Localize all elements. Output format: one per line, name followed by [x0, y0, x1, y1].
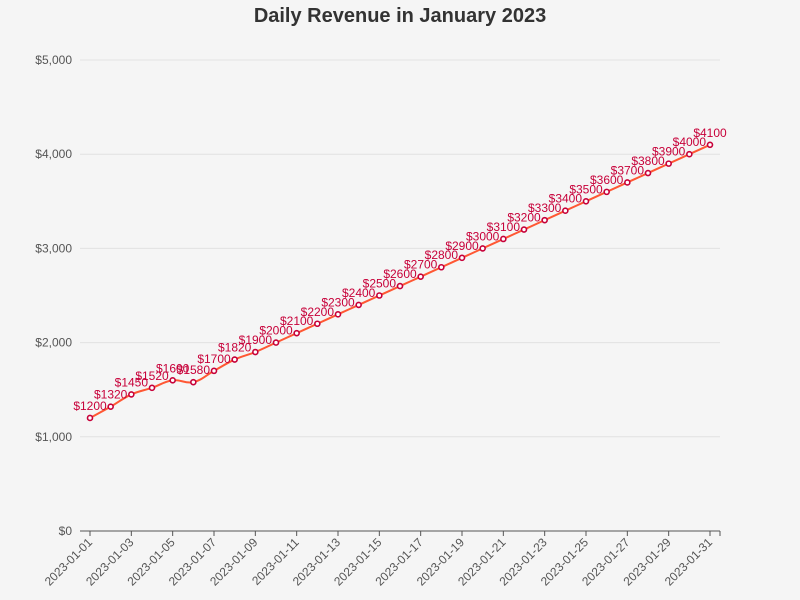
- y-tick-label: $1,000: [35, 430, 72, 444]
- series-layer: [86, 141, 714, 422]
- data-point: [541, 216, 548, 224]
- data-label: $3600: [590, 173, 624, 187]
- data-label: $2100: [280, 314, 314, 328]
- data-label: $4000: [673, 135, 707, 149]
- data-point: [624, 179, 631, 186]
- data-label: $2500: [363, 277, 397, 291]
- data-point: [293, 329, 300, 337]
- data-label: $1450: [115, 375, 149, 389]
- data-point: [644, 169, 652, 177]
- data-point: [458, 254, 466, 262]
- data-label: $3100: [487, 220, 521, 234]
- data-label: $1600: [156, 361, 190, 375]
- y-tick-label: $4,000: [35, 147, 72, 161]
- data-label: $3300: [528, 201, 562, 215]
- y-tick-label: $2,000: [35, 336, 72, 350]
- data-label: $2000: [259, 324, 293, 338]
- data-point: [603, 188, 610, 196]
- data-label: $3400: [549, 192, 583, 206]
- data-label: $2400: [342, 286, 376, 300]
- data-point: [252, 348, 259, 356]
- data-point: [582, 198, 590, 205]
- chart-title: Daily Revenue in January 2023: [254, 5, 546, 27]
- data-label: $1820: [218, 341, 252, 355]
- data-point: [500, 235, 507, 243]
- data-point: [520, 226, 528, 233]
- data-point: [148, 384, 156, 392]
- data-point: [562, 207, 569, 215]
- data-point: [86, 414, 94, 422]
- data-point: [376, 292, 383, 299]
- data-point: [314, 320, 321, 328]
- data-label: $2900: [445, 239, 479, 253]
- data-label: $3900: [652, 145, 686, 159]
- data-label: $4100: [693, 126, 727, 140]
- data-label: $1320: [94, 388, 128, 402]
- data-label: $2800: [425, 248, 459, 262]
- data-labels: $1200$1320$1450$1520$1600$1580$1700$1820…: [73, 126, 727, 413]
- y-tick-label: $5,000: [35, 53, 72, 67]
- data-point: [665, 160, 672, 167]
- data-label: $3200: [507, 211, 541, 225]
- data-point: [272, 339, 280, 346]
- data-point: [334, 311, 342, 318]
- data-point: [169, 376, 176, 384]
- data-label: $2200: [301, 305, 335, 319]
- data-label: $1580: [177, 363, 211, 377]
- data-label: $1700: [197, 352, 231, 366]
- data-point: [128, 391, 135, 398]
- data-point: [479, 245, 486, 252]
- y-tick-label: $3,000: [35, 241, 72, 255]
- y-tick-label: $0: [59, 524, 73, 538]
- data-point: [190, 378, 197, 386]
- data-label: $1200: [73, 399, 107, 413]
- data-point: [686, 150, 693, 158]
- data-label: $2700: [404, 258, 438, 272]
- data-label: $3500: [569, 182, 603, 196]
- data-point: [417, 273, 424, 280]
- data-point: [355, 301, 362, 309]
- data-label: $1520: [135, 369, 169, 383]
- data-label: $3000: [466, 229, 500, 243]
- data-point: [231, 356, 238, 363]
- data-label: $3800: [631, 154, 665, 168]
- data-point: [210, 367, 218, 375]
- data-point: [396, 282, 404, 290]
- x-tick-labels: 2023-01-012023-01-032023-01-052023-01-07…: [42, 531, 721, 589]
- grid-layer: [80, 59, 720, 438]
- data-point: [438, 263, 445, 271]
- data-point: [107, 403, 114, 410]
- data-label: $3700: [611, 163, 645, 177]
- data-label: $1900: [239, 333, 273, 347]
- data-point: [706, 141, 714, 149]
- data-label: $2300: [321, 295, 355, 309]
- y-tick-labels: $0 $1,000 $2,000 $3,000 $4,000 $5,000: [35, 53, 72, 538]
- data-label: $2600: [383, 267, 417, 281]
